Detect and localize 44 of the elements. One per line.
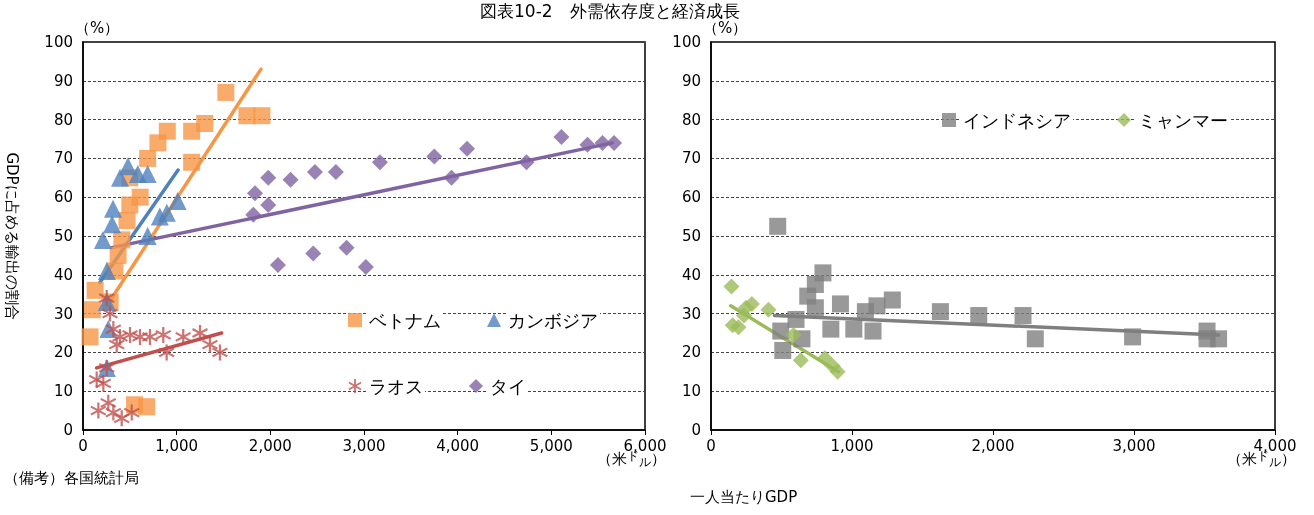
y-tick-label: 90 <box>53 71 73 90</box>
y-axis-title: GDPに占める輸出の割合 <box>2 152 21 320</box>
y-tick-label: 80 <box>681 110 701 129</box>
chart-title: 図表10-2 外需依存度と経済成長 <box>480 0 740 21</box>
y-tick-label: 40 <box>681 265 701 284</box>
y-tick-label: 100 <box>44 33 73 51</box>
y-tick-label: 70 <box>53 149 73 168</box>
x-tick-label: 5,000 <box>529 436 573 455</box>
text: （備考）各国統計局 <box>4 468 139 487</box>
y-tick-label: 0 <box>63 421 73 439</box>
legend-label: ミャンマー <box>1138 109 1228 131</box>
legend-label: インドネシア <box>963 109 1071 131</box>
x-tick-label: 3,000 <box>1112 436 1156 455</box>
x-tick-label: 2,000 <box>971 436 1015 455</box>
x-axis-title: 一人当たりGDP <box>690 487 798 506</box>
y-tick-label: 100 <box>672 33 701 51</box>
x-tick-label: 1,000 <box>155 436 199 455</box>
y-tick-label: 0 <box>691 421 701 439</box>
legend-label: ラオス <box>369 375 423 397</box>
x-tick-label: 3,000 <box>342 436 386 455</box>
legend-label: ベトナム <box>369 309 441 331</box>
y-tick-label: 40 <box>53 265 73 284</box>
x-tick-label: 0 <box>706 436 716 455</box>
x-tick-label: 4,000 <box>436 436 480 455</box>
legend-label: タイ <box>490 375 526 397</box>
x-tick-label: 2,000 <box>248 436 292 455</box>
x-tick-label: 0 <box>78 436 88 455</box>
y-tick-label: 10 <box>53 382 73 401</box>
y-tick-label: 70 <box>681 149 701 168</box>
y-tick-label: 20 <box>681 343 701 362</box>
y-tick-label: 30 <box>53 304 73 323</box>
y-tick-label: 50 <box>53 227 73 245</box>
y-tick-label: 90 <box>681 71 701 90</box>
y-tick-label: 10 <box>681 382 701 401</box>
text: （%） <box>703 18 748 37</box>
y-tick-label: 80 <box>53 110 73 129</box>
y-tick-label: 20 <box>53 343 73 362</box>
legend-label: カンボジア <box>508 309 598 331</box>
y-tick-label: 50 <box>681 227 701 245</box>
y-tick-label: 60 <box>53 188 73 207</box>
y-tick-label: 30 <box>681 304 701 323</box>
text: （%） <box>75 18 120 37</box>
y-tick-label: 60 <box>681 188 701 207</box>
x-tick-label: 1,000 <box>830 436 874 455</box>
